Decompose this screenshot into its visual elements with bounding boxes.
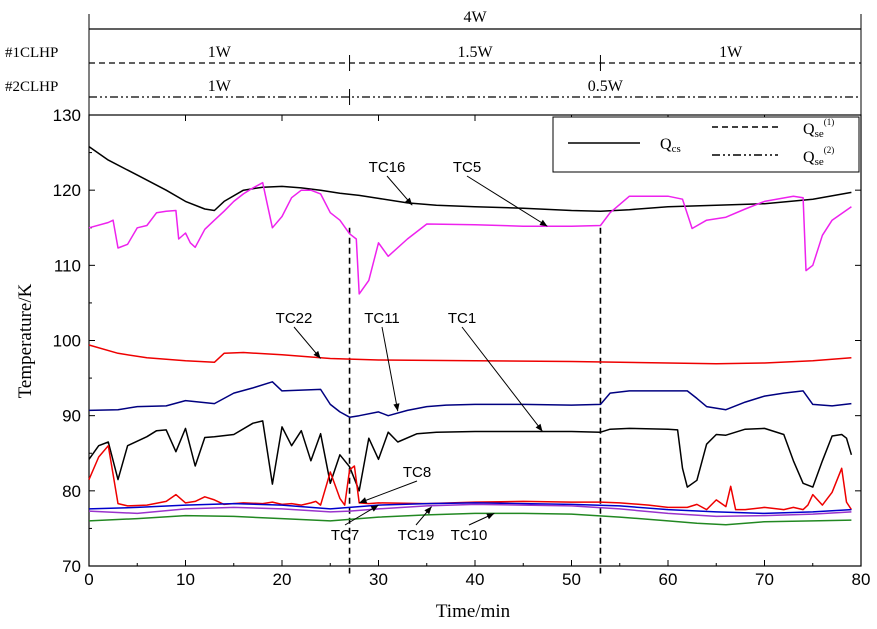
- y-tick-label: 90: [62, 407, 81, 426]
- legend-label-1: Qse(1): [803, 117, 834, 140]
- annotation-tc10: TC10: [451, 527, 488, 544]
- annotation-tc5: TC5: [453, 159, 481, 176]
- annotations: TC16 TC5 TC22 TC11 TC1 TC8 TC7 TC19 TC10: [276, 159, 548, 544]
- annotation-arrow: [359, 480, 418, 504]
- annotation-arrow: [381, 326, 399, 412]
- y-tick-label: 130: [53, 106, 81, 125]
- annotation-arrowhead: [370, 505, 379, 512]
- series-tc19: [88, 503, 852, 518]
- annotation-tc1: TC1: [448, 310, 476, 327]
- x-tick-label: 40: [466, 570, 485, 589]
- legend-box: [552, 116, 860, 173]
- annotation-arrow: [461, 326, 543, 432]
- series-tc22: [88, 344, 852, 365]
- band-segment-2-0: 1W: [208, 78, 232, 95]
- x-tick-label: 0: [84, 570, 93, 589]
- y-tick-label: 80: [62, 482, 81, 501]
- y-tick-label: 120: [53, 181, 81, 200]
- x-tick-label: 30: [369, 570, 388, 589]
- legend-label-2: Qse(2): [803, 145, 834, 168]
- x-tick-label: 80: [852, 570, 871, 589]
- band-label-1: #1CLHP: [5, 45, 58, 61]
- band-segment-1-1: 1.5W: [457, 44, 493, 61]
- plot-frame: [88, 114, 862, 567]
- y-tick-label: 100: [53, 332, 81, 351]
- annotation-arrowhead: [313, 350, 321, 359]
- x-tick-label: 50: [562, 570, 581, 589]
- annotation-arrowhead: [535, 423, 543, 432]
- series-tc10: [88, 512, 852, 526]
- change-lines: [348, 227, 602, 574]
- x-tick-label: 70: [755, 570, 774, 589]
- annotation-tc7: TC7: [331, 527, 359, 544]
- legend: Qcs Qse(1) Qse(2): [552, 116, 860, 173]
- legend-label-0: Qcs: [660, 136, 681, 155]
- heat-load-bands: 4W #1CLHP 1W 1.5W 1W #2CLHP 1W 0.5W: [5, 9, 862, 115]
- axes: 0 10 20 30 40 50 60 70 80 70 80 90 100 110 120 130: [53, 106, 871, 589]
- series-tc1: [88, 420, 853, 492]
- annotation-arrowhead: [359, 497, 368, 504]
- annotation-arrowhead: [486, 513, 495, 520]
- series-tc8: [88, 444, 853, 511]
- y-tick-label: 70: [62, 557, 81, 576]
- annotation-arrowhead: [539, 219, 548, 227]
- annotation-arrow: [466, 175, 548, 227]
- annotation-arrowhead: [424, 506, 432, 515]
- annotation-tc19: TC19: [398, 527, 435, 544]
- x-tick-label: 10: [176, 570, 195, 589]
- annotation-arrowhead: [405, 197, 413, 206]
- series-tc11: [88, 381, 852, 418]
- annotation-tc16: TC16: [369, 159, 406, 176]
- annotation-tc11: TC11: [364, 310, 400, 327]
- band-segment-0-0: 4W: [463, 9, 487, 26]
- series-tc5: [88, 181, 852, 295]
- band-segment-1-2: 1W: [719, 44, 743, 61]
- x-tick-label: 20: [273, 570, 292, 589]
- series-tc7: [88, 502, 852, 515]
- x-tick-label: 60: [659, 570, 678, 589]
- series-lines: [88, 145, 853, 526]
- x-axis-label: Time/min: [436, 601, 511, 622]
- band-segment-2-1: 0.5W: [588, 78, 624, 95]
- annotation-tc22: TC22: [276, 310, 313, 327]
- y-axis-label: Temperature/K: [15, 283, 36, 398]
- annotation-tc8: TC8: [403, 464, 431, 481]
- band-segment-1-0: 1W: [208, 44, 232, 61]
- band-label-2: #2CLHP: [5, 79, 58, 95]
- y-tick-label: 110: [54, 256, 81, 275]
- series-tc16: [88, 145, 852, 212]
- annotation-arrowhead: [393, 403, 400, 412]
